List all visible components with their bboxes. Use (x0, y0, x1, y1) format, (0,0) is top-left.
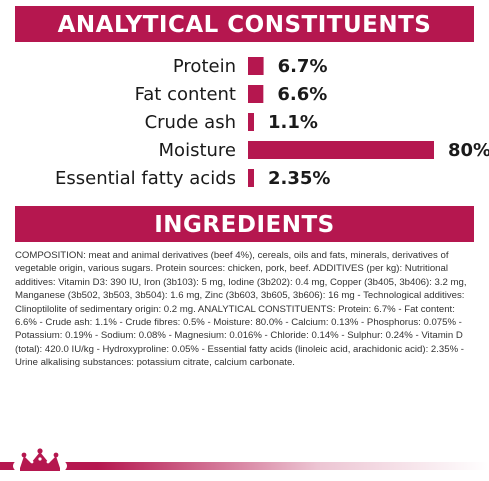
category-label-essential-fatty-acids: Essential fatty acids (55, 168, 236, 189)
bar-crude-ash (248, 113, 254, 131)
value-label-crude-ash: 1.1% (268, 112, 318, 133)
category-label-fat-content: Fat content (135, 84, 236, 105)
analytical-constituents-title: ANALYTICAL CONSTITUENTS (57, 12, 432, 38)
category-label-protein: Protein (173, 56, 236, 77)
category-label-crude-ash: Crude ash (145, 112, 236, 133)
value-label-essential-fatty-acids: 2.35% (268, 168, 330, 189)
analytical-constituents-banner: ANALYTICAL CONSTITUENTS (15, 6, 474, 42)
value-label-moisture: 80% (448, 140, 489, 161)
value-label-fat-content: 6.6% (277, 84, 327, 105)
bar-essential-fatty-acids (248, 169, 254, 187)
ingredients-title: INGREDIENTS (154, 212, 335, 238)
category-label-moisture: Moisture (159, 140, 236, 161)
analytical-constituents-chart: Protein 6.7% Fat content 6.6% Crude ash 1.1% M… (55, 56, 489, 189)
bar-protein (248, 57, 264, 75)
ingredients-banner: INGREDIENTS (15, 206, 474, 242)
footer-stripe (0, 462, 489, 470)
royal-canin-crown-icon (13, 448, 67, 476)
value-label-protein: 6.7% (278, 56, 328, 77)
bar-moisture (248, 141, 434, 159)
bar-fat-content (248, 85, 264, 103)
ingredients-composition-text: COMPOSITION: meat and animal derivatives… (15, 250, 467, 369)
